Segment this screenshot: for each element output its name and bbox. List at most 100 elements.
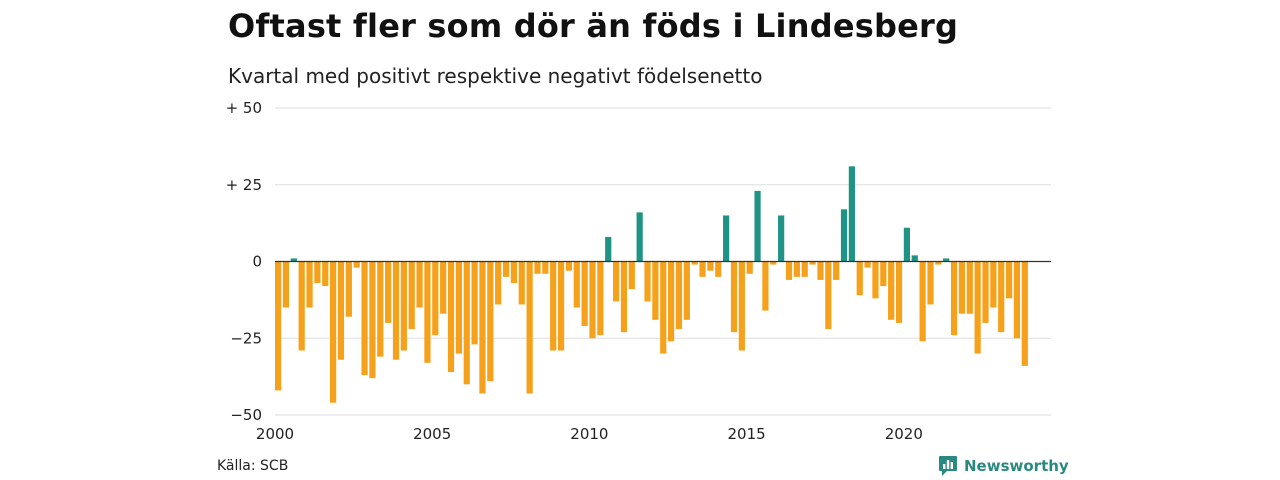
y-tick-label: −25 bbox=[230, 329, 262, 347]
bar-negative bbox=[463, 261, 470, 385]
bar-negative bbox=[990, 261, 997, 308]
bar-negative bbox=[298, 261, 305, 351]
bar-negative bbox=[770, 261, 777, 265]
bar-negative bbox=[935, 261, 942, 265]
bar-negative bbox=[801, 261, 808, 277]
bar-positive bbox=[911, 255, 918, 262]
bar-negative bbox=[1013, 261, 1021, 339]
bar-negative bbox=[322, 261, 329, 287]
bar-negative bbox=[314, 261, 321, 283]
bar-negative bbox=[730, 261, 738, 333]
bar-negative bbox=[377, 261, 384, 357]
bar-positive bbox=[723, 215, 730, 262]
bar-negative bbox=[424, 261, 431, 363]
bar-negative bbox=[785, 261, 793, 280]
bar-positive bbox=[840, 209, 848, 262]
bar-negative bbox=[479, 261, 486, 394]
bar-negative bbox=[353, 261, 360, 268]
bar-negative bbox=[746, 261, 753, 274]
bar-negative bbox=[966, 261, 973, 314]
bar-negative bbox=[707, 261, 714, 271]
bar-negative bbox=[825, 261, 832, 330]
bar-negative bbox=[275, 261, 282, 391]
x-tick-label: 2000 bbox=[256, 425, 294, 443]
bar-negative bbox=[534, 261, 541, 274]
bar-negative bbox=[927, 261, 934, 305]
bar-negative bbox=[919, 261, 926, 342]
bar-negative bbox=[612, 261, 620, 302]
x-tick-label: 2015 bbox=[728, 425, 766, 443]
bar-negative bbox=[282, 261, 290, 308]
bar-negative bbox=[817, 261, 824, 280]
bar-negative bbox=[691, 261, 698, 265]
bar-positive bbox=[943, 258, 950, 262]
bar-negative bbox=[856, 261, 863, 296]
x-tick-label: 2010 bbox=[570, 425, 608, 443]
bar-negative bbox=[337, 261, 345, 360]
bar-negative bbox=[864, 261, 871, 268]
y-tick-label: 0 bbox=[252, 253, 262, 271]
bar-negative bbox=[895, 261, 903, 323]
bar-negative bbox=[833, 261, 840, 280]
bar-negative bbox=[361, 261, 368, 376]
bars bbox=[275, 166, 1028, 403]
bar-negative bbox=[982, 261, 989, 323]
bar-negative bbox=[487, 261, 494, 382]
bar-positive bbox=[848, 166, 855, 262]
bar-positive bbox=[290, 258, 297, 262]
bar-negative bbox=[581, 261, 588, 326]
bar-positive bbox=[903, 227, 910, 262]
bar-negative bbox=[652, 261, 659, 320]
brand-name: Newsworthy bbox=[964, 457, 1069, 475]
x-tick-label: 2020 bbox=[885, 425, 923, 443]
chart-subtitle: Kvartal med positivt respektive negativt… bbox=[228, 64, 763, 88]
chart-title: Oftast fler som dör än föds i Lindesberg bbox=[228, 7, 959, 45]
bar-negative bbox=[699, 261, 706, 277]
bar-negative bbox=[408, 261, 415, 330]
y-tick-label: + 50 bbox=[226, 99, 262, 117]
bar-negative bbox=[400, 261, 407, 351]
bar-negative bbox=[715, 261, 722, 277]
bar-negative bbox=[1021, 261, 1028, 366]
bar-negative bbox=[502, 261, 510, 277]
bar-negative bbox=[880, 261, 887, 287]
bar-positive bbox=[778, 215, 785, 262]
bar-negative bbox=[597, 261, 604, 336]
x-tick-label: 2005 bbox=[413, 425, 451, 443]
x-axis-labels: 2000 2005 2010 2015 2020 bbox=[256, 425, 923, 443]
bar-negative bbox=[998, 261, 1005, 333]
bar-negative bbox=[495, 261, 502, 305]
bar-negative bbox=[809, 261, 816, 265]
bar-negative bbox=[385, 261, 392, 323]
bar-positive bbox=[754, 190, 761, 262]
bar-negative bbox=[573, 261, 580, 308]
bar-negative bbox=[440, 261, 447, 314]
bar-negative bbox=[416, 261, 423, 308]
bar-negative bbox=[392, 261, 400, 360]
bar-negative bbox=[330, 261, 337, 403]
brand-logo: Newsworthy bbox=[938, 455, 1069, 477]
bar-negative bbox=[668, 261, 675, 342]
bar-negative bbox=[550, 261, 557, 351]
bar-negative bbox=[510, 261, 517, 283]
bar-negative bbox=[738, 261, 745, 351]
bar-negative bbox=[455, 261, 462, 354]
bar-negative bbox=[1005, 261, 1013, 299]
bar-negative bbox=[432, 261, 439, 336]
bar-negative bbox=[950, 261, 958, 336]
bar-negative bbox=[888, 261, 895, 320]
newsworthy-logo-icon bbox=[939, 456, 957, 476]
bar-negative bbox=[345, 261, 352, 317]
bar-negative bbox=[542, 261, 549, 274]
bar-negative bbox=[447, 261, 455, 373]
bar-positive bbox=[605, 236, 612, 262]
bar-negative bbox=[958, 261, 966, 314]
bar-negative bbox=[306, 261, 313, 308]
bar-negative bbox=[565, 261, 573, 271]
bar-negative bbox=[557, 261, 565, 351]
y-axis-labels: + 50 + 25 0 −25 −50 bbox=[226, 99, 262, 424]
bar-negative bbox=[526, 261, 533, 394]
bar-positive bbox=[636, 212, 643, 262]
bar-negative bbox=[675, 261, 683, 330]
